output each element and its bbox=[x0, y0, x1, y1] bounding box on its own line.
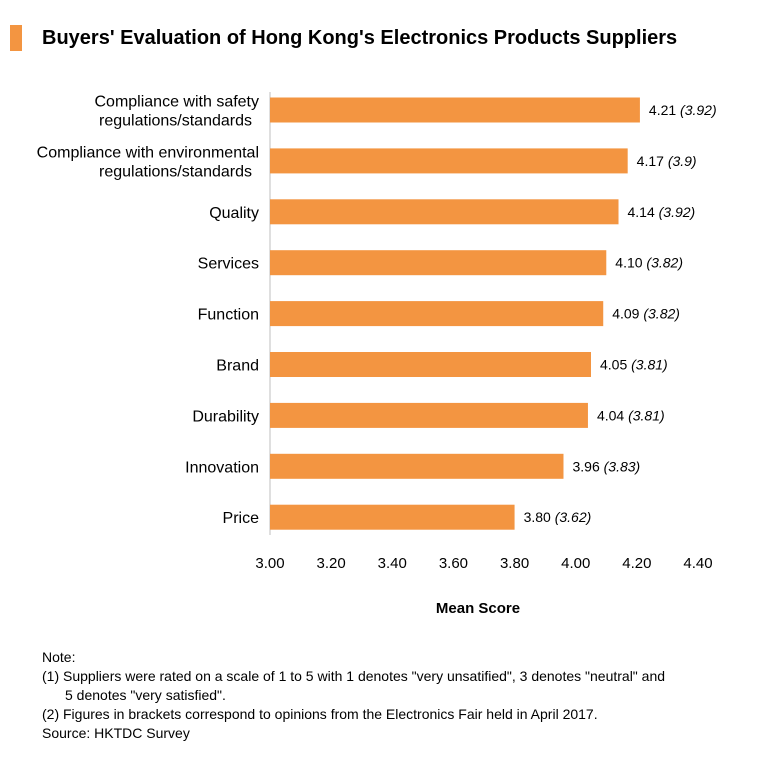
bar-5 bbox=[270, 352, 591, 377]
category-label-2: Quality bbox=[209, 205, 259, 222]
data-label-2: 4.14 (3.92) bbox=[628, 204, 696, 220]
bar-4 bbox=[270, 301, 604, 327]
x-axis-title: Mean Score bbox=[436, 600, 520, 617]
x-tick-label-3: 3.60 bbox=[439, 555, 468, 572]
x-tick-label-4: 3.80 bbox=[500, 555, 529, 572]
bar-7 bbox=[270, 453, 564, 479]
bar-chart: 4.21 (3.92) Compliance with safety regulat… bbox=[37, 92, 717, 617]
x-tick-label-0: 3.00 bbox=[255, 555, 284, 572]
x-tick-label-2: 3.40 bbox=[378, 555, 407, 572]
data-label-6: 4.04 (3.81) bbox=[597, 407, 665, 423]
data-label-3: 4.10 (3.82) bbox=[615, 255, 683, 271]
title-accent-bar bbox=[10, 25, 22, 51]
note-heading: Note: bbox=[42, 649, 76, 665]
note-1-line-2: 5 denotes "very satisfied". bbox=[65, 687, 226, 703]
data-label-4: 4.09 (3.82) bbox=[612, 306, 680, 322]
category-label-1: Compliance with environmental regulations… bbox=[37, 144, 259, 180]
x-tick-label-5: 4.00 bbox=[561, 555, 590, 572]
data-label-0: 4.21 (3.92) bbox=[649, 102, 717, 118]
data-label-5: 4.05 (3.81) bbox=[600, 357, 668, 373]
bar-6 bbox=[270, 402, 588, 428]
bar-0 bbox=[270, 97, 640, 123]
note-2: (2) Figures in brackets correspond to op… bbox=[42, 706, 598, 722]
bar-3 bbox=[270, 250, 607, 276]
category-label-4: Function bbox=[198, 307, 259, 324]
category-label-0: Compliance with safety regulations/standa… bbox=[94, 94, 259, 130]
data-label-7: 3.96 (3.83) bbox=[572, 458, 640, 474]
category-label-3: Services bbox=[198, 256, 259, 273]
bar-8 bbox=[270, 504, 515, 530]
category-label-8: Price bbox=[223, 510, 260, 527]
x-tick-label-1: 3.20 bbox=[317, 555, 346, 572]
data-label-8: 3.80 (3.62) bbox=[524, 509, 592, 525]
notes-section: Note: (1) Suppliers were rated on a scal… bbox=[42, 648, 665, 743]
category-label-7: Innovation bbox=[185, 459, 259, 476]
data-label-1: 4.17 (3.9) bbox=[637, 153, 697, 169]
chart-title: Buyers' Evaluation of Hong Kong's Electr… bbox=[42, 27, 678, 49]
bar-2 bbox=[270, 199, 619, 225]
x-tick-label-7: 4.40 bbox=[683, 555, 712, 572]
bar-1 bbox=[270, 148, 628, 174]
x-tick-label-6: 4.20 bbox=[622, 555, 651, 572]
category-label-5: Brand bbox=[216, 358, 259, 375]
category-label-6: Durability bbox=[192, 408, 259, 425]
source-line: Source: HKTDC Survey bbox=[42, 725, 190, 741]
note-1-line-1: (1) Suppliers were rated on a scale of 1… bbox=[42, 668, 666, 684]
